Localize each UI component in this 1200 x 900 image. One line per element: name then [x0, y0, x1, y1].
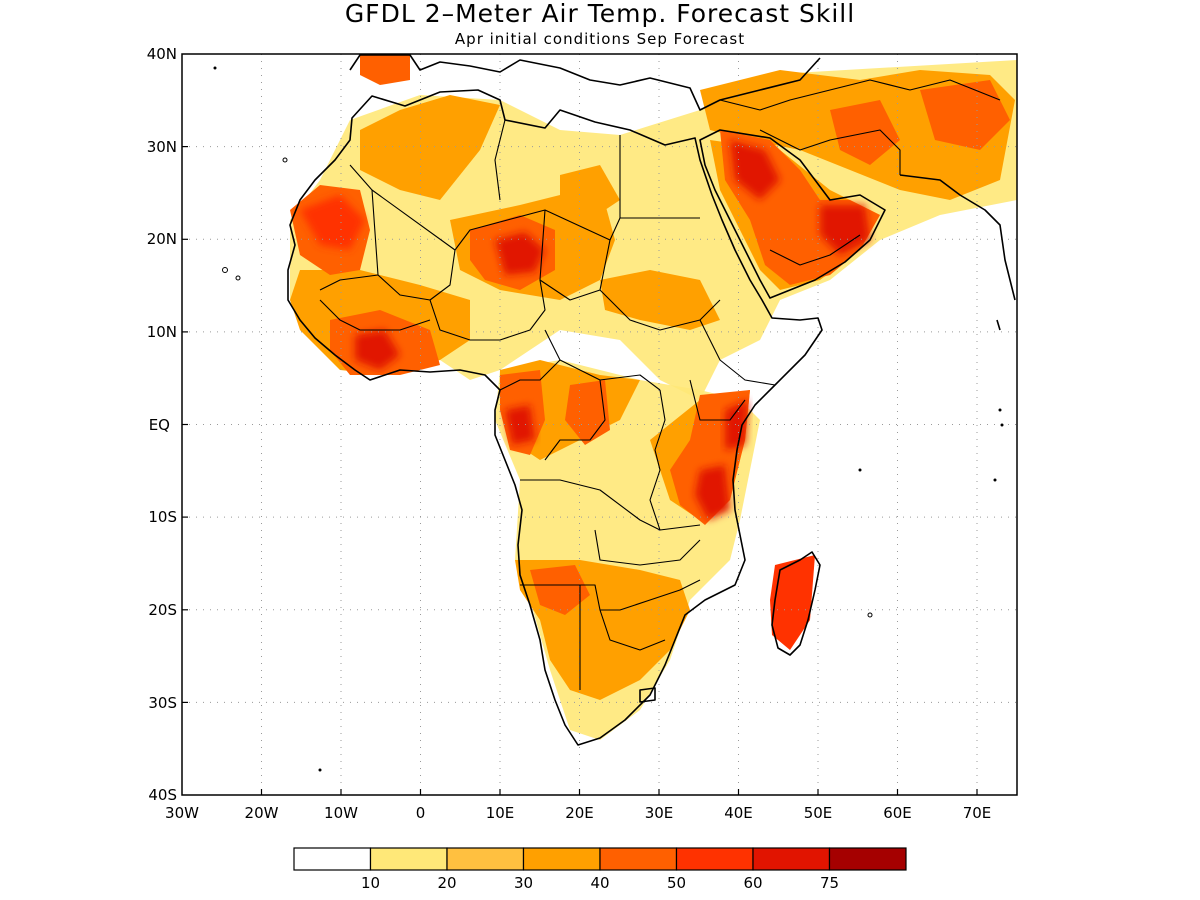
lat-label: EQ [149, 416, 170, 434]
lon-label: 40E [724, 804, 753, 822]
lon-label: 30W [165, 804, 199, 822]
colorbar-label: 40 [590, 874, 609, 892]
longitude-axis: 30W 20W 10W 0 10E 20E 30E 40E 50E 60E 70… [165, 789, 991, 822]
colorbar-label: 50 [667, 874, 686, 892]
lon-label: 70E [963, 804, 992, 822]
map-title: GFDL 2–Meter Air Temp. Forecast Skill [345, 0, 855, 28]
lon-label: 20E [565, 804, 594, 822]
lon-label: 10E [486, 804, 515, 822]
lat-label: 30S [148, 694, 177, 712]
lat-label: 40N [147, 45, 177, 63]
colorbar-label: 60 [743, 874, 762, 892]
country-borders [319, 79, 1001, 690]
islands [213, 66, 1004, 772]
lat-label: 10N [147, 323, 177, 341]
lon-label: 50E [804, 804, 833, 822]
lon-label: 0 [416, 804, 426, 822]
lat-label: 30N [147, 138, 177, 156]
colorbar-swatch [522, 847, 601, 871]
colorbar-label: 20 [437, 874, 456, 892]
lon-label: 20W [245, 804, 279, 822]
colorbar-swatch [828, 847, 907, 871]
colorbar-swatch [293, 847, 372, 871]
lat-label: 20S [148, 601, 177, 619]
colorbar-swatch [446, 847, 525, 871]
colorbar-label: 10 [361, 874, 380, 892]
lon-label: 60E [883, 804, 912, 822]
colorbar-label: 30 [514, 874, 533, 892]
colorbar-label: 75 [820, 874, 839, 892]
colorbar-swatch [752, 847, 831, 871]
map-subtitle: Apr initial conditions Sep Forecast [455, 30, 745, 48]
lat-label: 40S [148, 786, 177, 804]
colorbar-swatch [369, 847, 448, 871]
colorbar-swatch [599, 847, 678, 871]
plot-area [182, 54, 1017, 795]
coastlines [287, 54, 1016, 746]
colorbar-swatch [675, 847, 754, 871]
colorbar: 10 20 30 40 50 60 75 [293, 847, 907, 892]
skill-shading [290, 55, 1017, 740]
latitude-axis: 40N 30N 20N 10N EQ 10S 20S 30S 40S [147, 45, 188, 804]
lat-label: 20N [147, 230, 177, 248]
lon-label: 30E [645, 804, 674, 822]
lon-label: 10W [324, 804, 358, 822]
lat-label: 10S [148, 508, 177, 526]
